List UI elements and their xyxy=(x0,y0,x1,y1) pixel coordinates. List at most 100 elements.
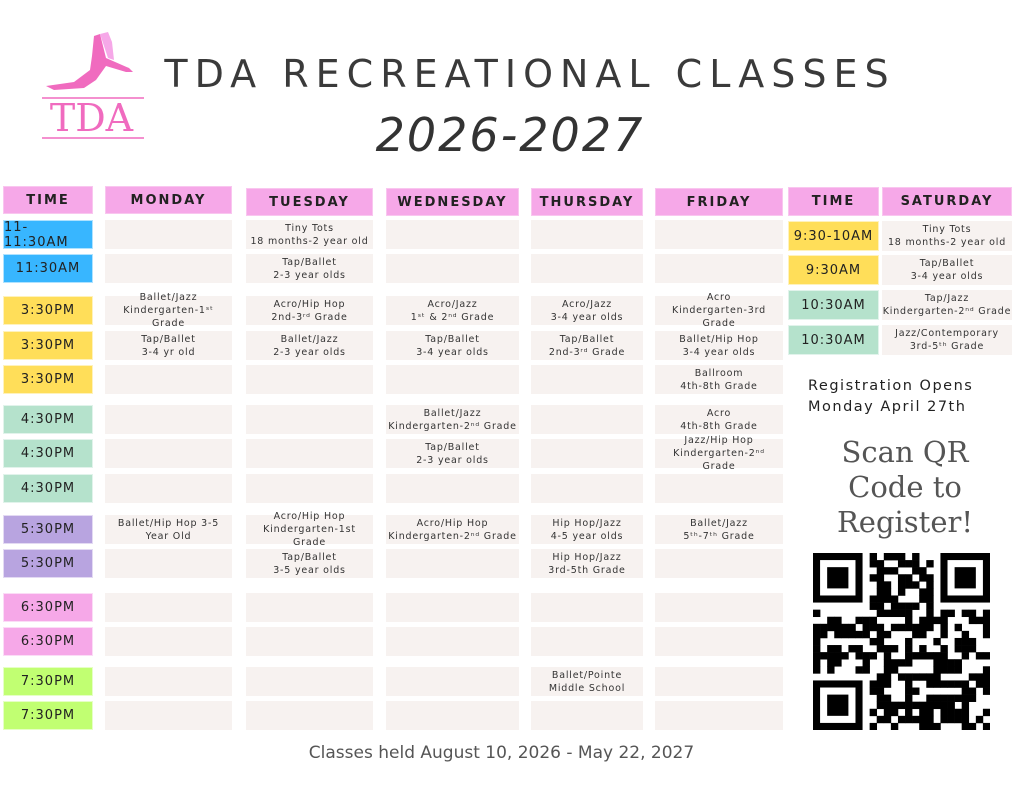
class-cell xyxy=(386,474,519,503)
class-cell: Ballet/Pointe Middle School xyxy=(531,667,643,696)
class-cell: Ballet/Jazz 5ᵗʰ-7ᵗʰ Grade xyxy=(655,515,783,544)
class-cell xyxy=(246,439,373,468)
class-cell xyxy=(386,593,519,622)
saturday-class-cell: Jazz/Contemporary 3rd-5ᵗʰ Grade xyxy=(882,325,1012,355)
class-cell: Acro 4th-8th Grade xyxy=(655,405,783,434)
day-header-tuesday: TUESDAY xyxy=(246,188,373,216)
class-cell xyxy=(246,365,373,394)
class-cell xyxy=(655,549,783,578)
saturday-time-slot: 10:30AM xyxy=(788,290,879,320)
saturday-time-slot: 9:30AM xyxy=(788,255,879,285)
class-cell: Hip Hop/Jazz 3rd-5th Grade xyxy=(531,549,643,578)
class-cell xyxy=(655,474,783,503)
day-header-monday: MONDAY xyxy=(105,186,232,214)
day-header-saturday: SATURDAY xyxy=(882,187,1012,216)
class-cell xyxy=(531,220,643,249)
class-cell: Ballet/Jazz Kindergarten-2ⁿᵈ Grade xyxy=(386,405,519,434)
class-cell xyxy=(531,254,643,283)
class-cell: Ballet/Hip Hop 3-4 year olds xyxy=(655,331,783,360)
class-cell xyxy=(105,220,232,249)
registration-notice: Registration Opens Monday April 27th xyxy=(808,376,973,418)
time-slot: 11-11:30AM xyxy=(3,220,93,250)
class-cell xyxy=(386,627,519,656)
class-cell xyxy=(105,627,232,656)
saturday-time-slot: 10:30AM xyxy=(788,325,879,355)
class-cell: Acro Kindergarten-3rd Grade xyxy=(655,292,783,329)
class-cell xyxy=(531,365,643,394)
class-cell: Ballet/Jazz 2-3 year olds xyxy=(246,331,373,360)
time-slot: 3:30PM xyxy=(3,296,93,325)
class-cell xyxy=(105,254,232,283)
time-slot: 3:30PM xyxy=(3,365,93,394)
dancer-logo-icon xyxy=(42,32,144,139)
time-slot: 5:30PM xyxy=(3,515,93,544)
class-cell xyxy=(105,549,232,578)
class-cell: Acro/Hip Hop Kindergarten-1st Grade xyxy=(246,511,373,548)
class-cell: Acro/Hip Hop 2nd-3ʳᵈ Grade xyxy=(246,296,373,325)
class-cell xyxy=(386,365,519,394)
class-cell xyxy=(531,627,643,656)
saturday-time-header: TIME xyxy=(788,187,879,216)
class-cell xyxy=(531,439,643,468)
saturday-class-cell: Tiny Tots 18 months-2 year old xyxy=(882,221,1012,251)
class-cell: Ballet/Jazz Kindergarten-1ˢᵗ Grade xyxy=(105,292,232,329)
class-cell: Tiny Tots 18 months-2 year old xyxy=(246,220,373,249)
time-slot: 3:30PM xyxy=(3,331,93,360)
saturday-class-cell: Tap/Jazz Kindergarten-2ⁿᵈ Grade xyxy=(882,290,1012,320)
class-cell xyxy=(105,365,232,394)
class-cell xyxy=(655,667,783,696)
page-subtitle-years: 2026-2027 xyxy=(375,108,645,162)
class-cell xyxy=(105,474,232,503)
page-title: TDA RECREATIONAL CLASSES xyxy=(164,52,896,96)
class-cell xyxy=(386,220,519,249)
class-cell xyxy=(386,254,519,283)
class-cell xyxy=(531,474,643,503)
class-cell xyxy=(531,701,643,730)
class-cell xyxy=(246,667,373,696)
class-cell: Ballroom 4th-8th Grade xyxy=(655,365,783,394)
class-cell xyxy=(246,474,373,503)
class-cell: Tap/Ballet 2-3 year olds xyxy=(246,254,373,283)
class-cell: Jazz/Hip Hop Kindergarten-2ⁿᵈ Grade xyxy=(655,435,783,472)
class-cell: Ballet/Hip Hop 3-5 Year Old xyxy=(105,515,232,544)
scan-qr-text: Scan QR Code to Register! xyxy=(836,435,974,539)
class-cell: Acro/Jazz 1ˢᵗ & 2ⁿᵈ Grade xyxy=(386,296,519,325)
class-cell: Tap/Ballet 3-5 year olds xyxy=(246,549,373,578)
class-cell xyxy=(531,593,643,622)
class-cell xyxy=(105,439,232,468)
class-cell xyxy=(655,254,783,283)
class-cell: Tap/Ballet 3-4 year olds xyxy=(386,331,519,360)
qr-code-icon[interactable] xyxy=(813,553,991,731)
saturday-class-cell: Tap/Ballet 3-4 year olds xyxy=(882,255,1012,285)
class-cell xyxy=(246,593,373,622)
class-cell xyxy=(246,701,373,730)
class-cell xyxy=(655,627,783,656)
class-cell xyxy=(246,405,373,434)
day-header-friday: FRIDAY xyxy=(655,188,783,216)
class-cell: Tap/Ballet 3-4 yr old xyxy=(105,331,232,360)
registration-line2: Monday April 27th xyxy=(808,399,967,415)
class-cell xyxy=(386,701,519,730)
class-cell xyxy=(386,549,519,578)
class-cell xyxy=(246,627,373,656)
class-cell xyxy=(386,667,519,696)
logo-text: TDA xyxy=(49,96,134,140)
time-slot: 5:30PM xyxy=(3,549,93,578)
class-cell xyxy=(655,701,783,730)
day-header-wednesday: WEDNESDAY xyxy=(386,188,519,216)
time-slot: 7:30PM xyxy=(3,667,93,696)
class-cell: Hip Hop/Jazz 4-5 year olds xyxy=(531,515,643,544)
class-cell xyxy=(655,220,783,249)
time-slot: 7:30PM xyxy=(3,701,93,730)
class-cell xyxy=(655,593,783,622)
time-slot: 6:30PM xyxy=(3,593,93,622)
class-cell xyxy=(105,405,232,434)
class-cell xyxy=(531,405,643,434)
time-slot: 4:30PM xyxy=(3,405,93,434)
footer-dates: Classes held August 10, 2026 - May 22, 2… xyxy=(308,743,695,763)
time-slot: 11:30AM xyxy=(3,254,93,283)
time-slot: 4:30PM xyxy=(3,439,93,468)
day-header-thursday: THURSDAY xyxy=(531,188,643,216)
time-slot: 6:30PM xyxy=(3,627,93,656)
class-cell: Tap/Ballet 2nd-3ʳᵈ Grade xyxy=(531,331,643,360)
